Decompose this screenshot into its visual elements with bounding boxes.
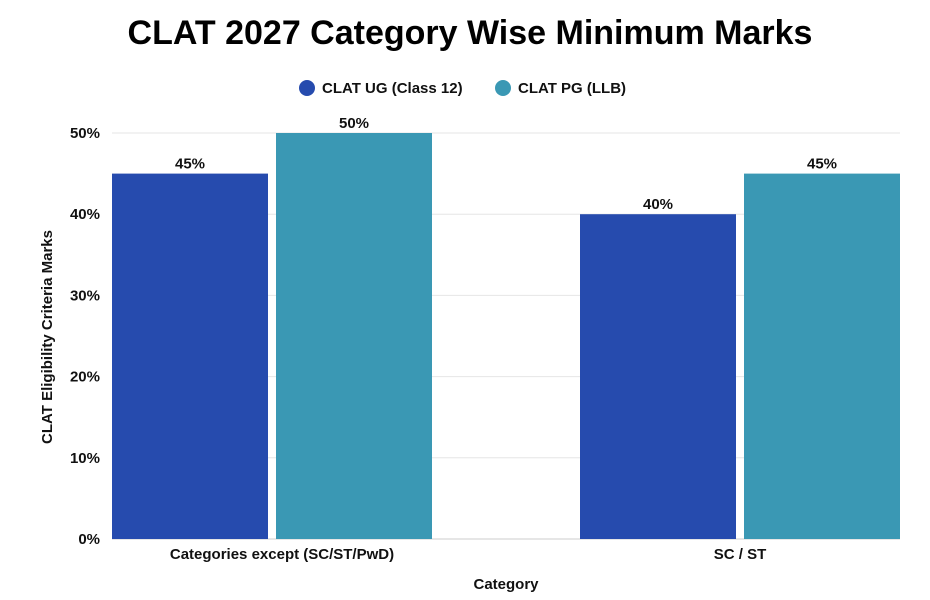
- y-tick-label: 30%: [70, 287, 100, 304]
- bar: [744, 173, 900, 539]
- data-label: 40%: [643, 196, 673, 213]
- data-label: 45%: [175, 156, 205, 173]
- y-tick-label: 20%: [70, 369, 100, 386]
- y-axis-ticks: 0% 10% 20% 30% 40% 50%: [70, 125, 100, 548]
- y-tick-label: 10%: [70, 450, 100, 467]
- bar: [112, 173, 268, 539]
- y-tick-label: 0%: [78, 531, 100, 548]
- bars: [112, 133, 900, 539]
- chart-title: CLAT 2027 Category Wise Minimum Marks: [128, 14, 813, 52]
- x-axis-label: Category: [473, 576, 539, 593]
- x-axis-categories: Categories except (SC/ST/PwD) SC / ST: [170, 546, 766, 563]
- y-tick-label: 40%: [70, 206, 100, 223]
- legend-label-ug: CLAT UG (Class 12): [322, 80, 463, 97]
- x-tick-label: Categories except (SC/ST/PwD): [170, 546, 394, 563]
- y-axis-label: CLAT Eligibility Criteria Marks: [39, 230, 56, 444]
- data-label: 45%: [807, 156, 837, 173]
- legend: CLAT UG (Class 12) CLAT PG (LLB): [299, 80, 626, 97]
- bar: [276, 133, 432, 539]
- bar: [580, 214, 736, 539]
- x-tick-label: SC / ST: [714, 546, 767, 563]
- legend-label-pg: CLAT PG (LLB): [518, 80, 626, 97]
- y-tick-label: 50%: [70, 125, 100, 142]
- legend-swatch-ug: [299, 80, 315, 96]
- data-label: 50%: [339, 115, 369, 132]
- legend-swatch-pg: [495, 80, 511, 96]
- data-labels: 45% 50% 40% 45%: [175, 115, 837, 213]
